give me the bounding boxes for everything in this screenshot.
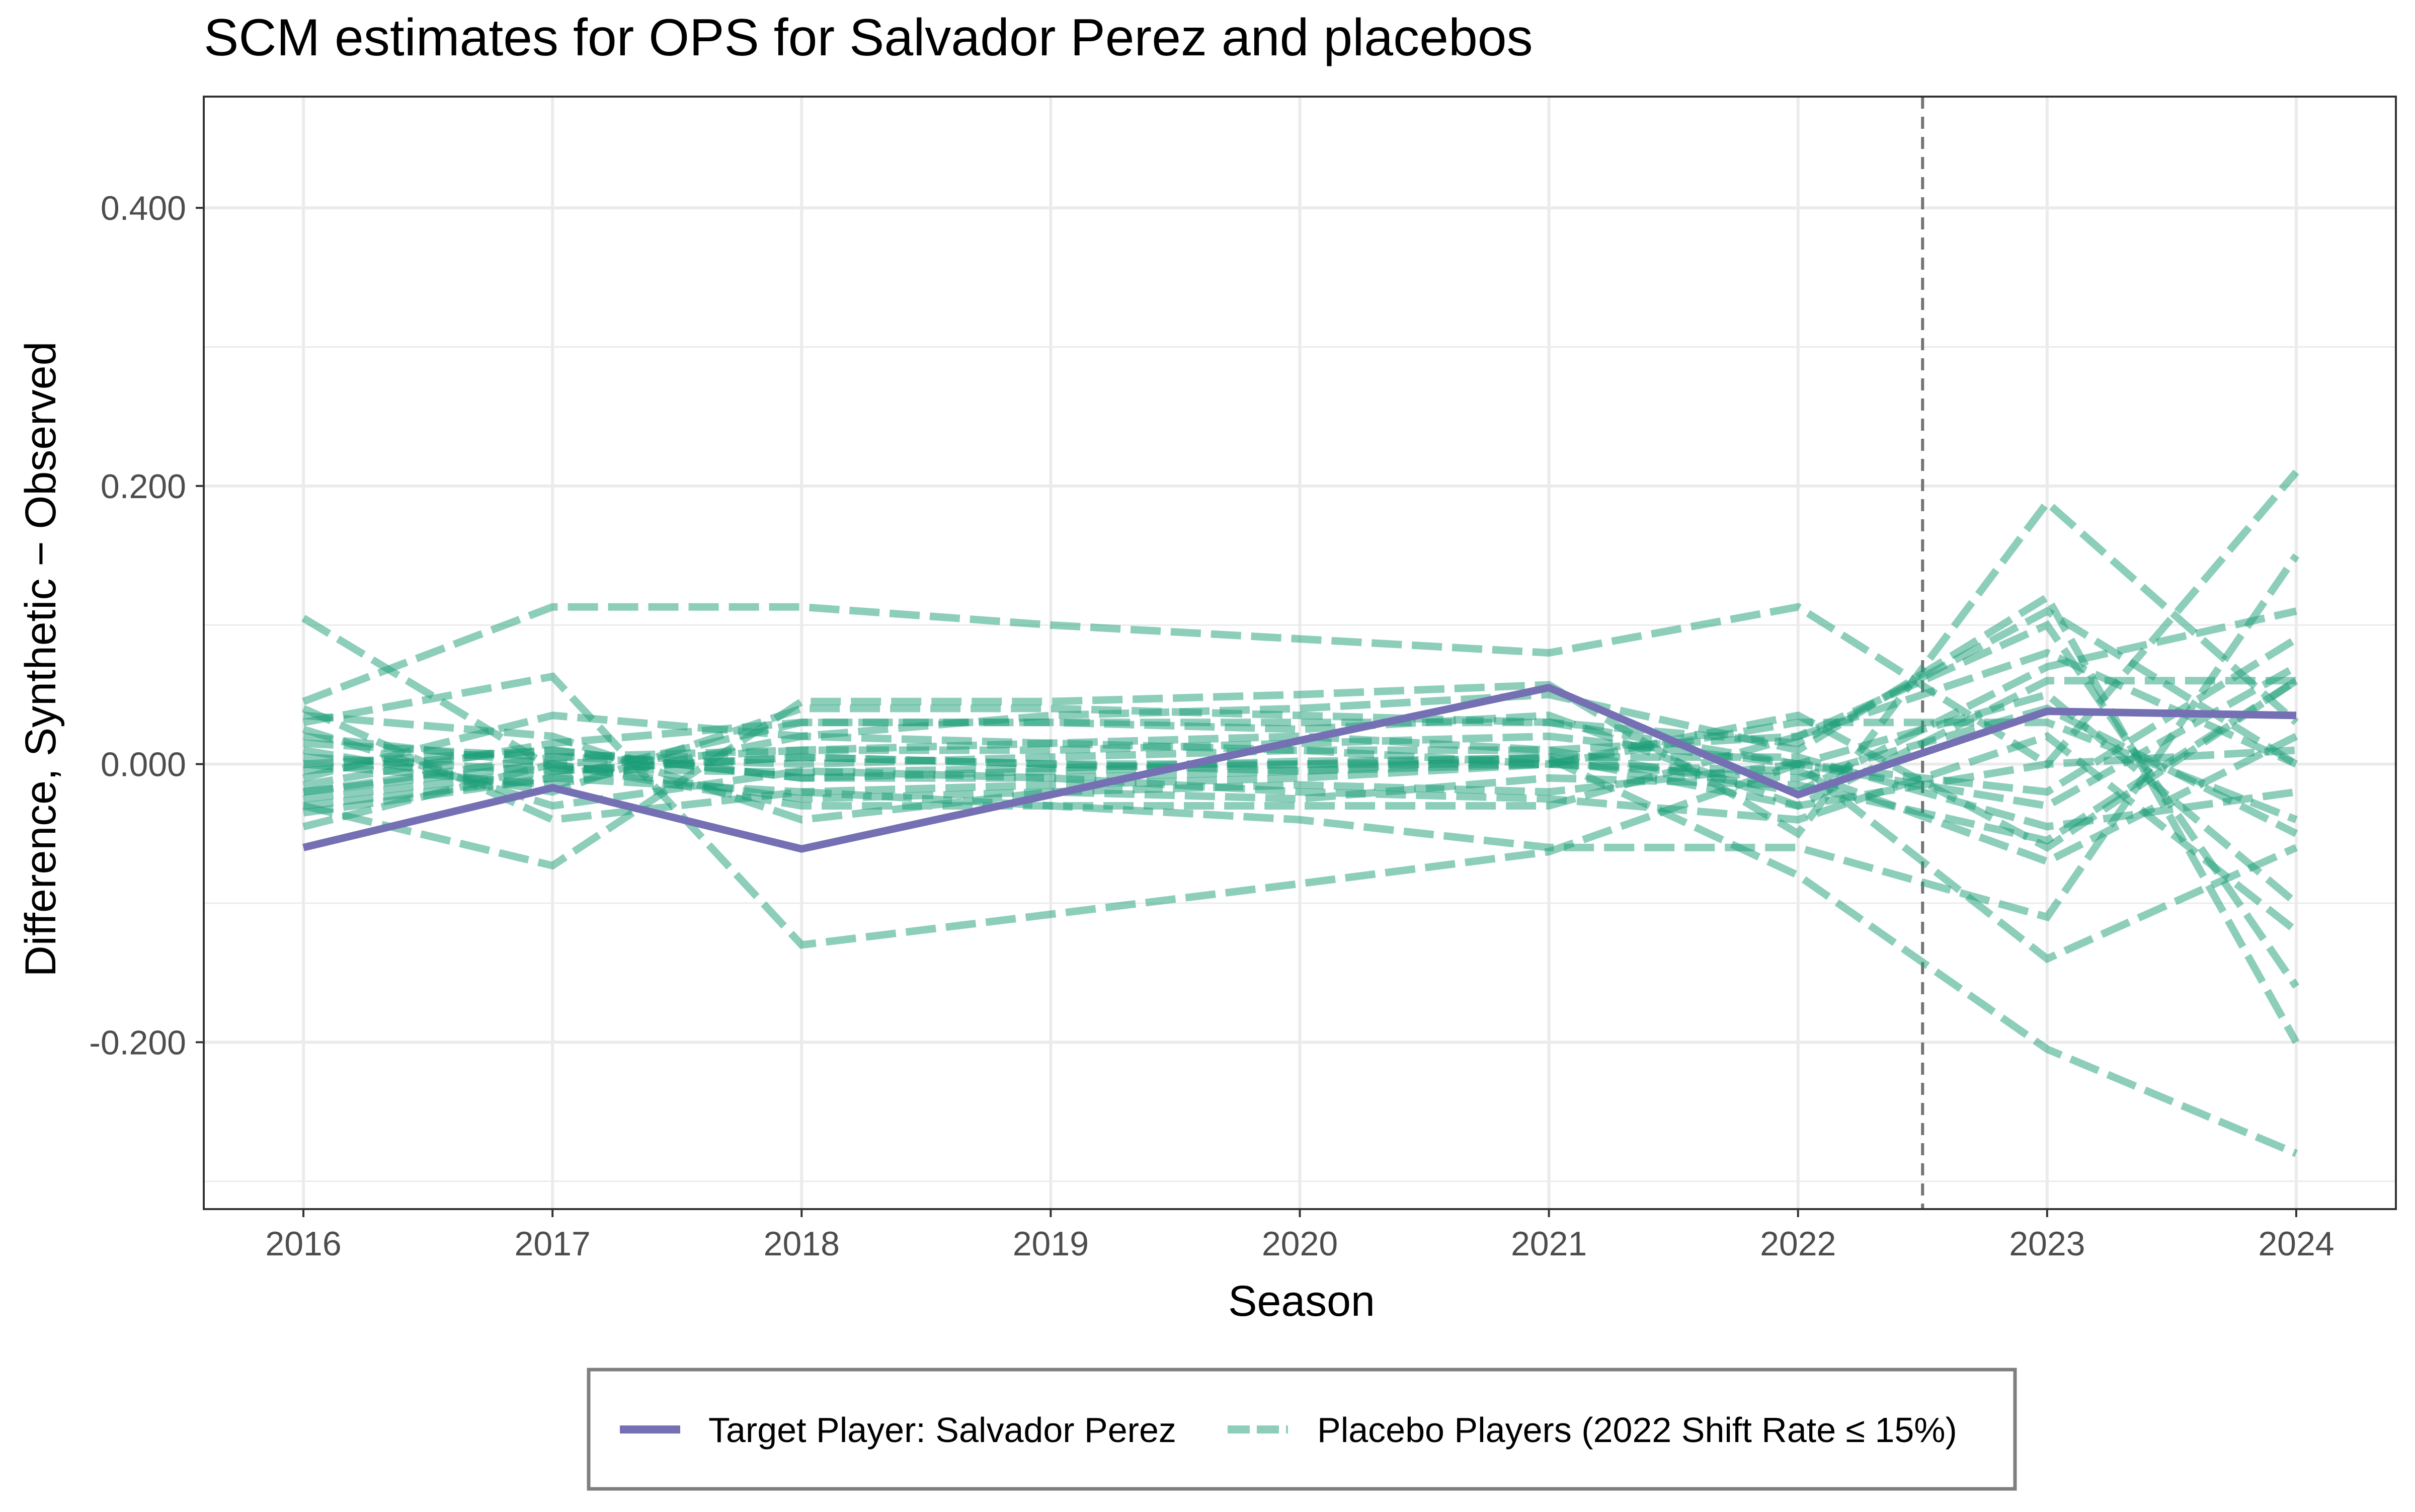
- y-axis-label: Difference, Synthetic − Observed: [17, 342, 65, 977]
- series-line-target: [302, 684, 2297, 853]
- x-tick-label: 2022: [1760, 1225, 1836, 1263]
- y-tick-label: 0.000: [101, 746, 186, 784]
- legend: Target Player: Salvador Perez Placebo Pl…: [587, 1368, 2017, 1491]
- legend-label-target: Target Player: Salvador Perez: [708, 1410, 1176, 1450]
- x-axis-label: Season: [1228, 1277, 1375, 1325]
- x-tick-label: 2017: [515, 1225, 591, 1263]
- series-line-placebo-6: [301, 553, 2300, 922]
- x-tick-label: 2020: [1262, 1225, 1338, 1263]
- x-tick-label: 2024: [2258, 1225, 2334, 1263]
- series-line-placebo-5: [302, 592, 2300, 1045]
- legend-label-placebo: Placebo Players (2022 Shift Rate ≤ 15%): [1317, 1410, 1957, 1450]
- series-line-placebo-18: [303, 733, 2298, 866]
- series-line-placebo-2: [302, 469, 2299, 769]
- x-tick-label: 2019: [1013, 1225, 1089, 1263]
- legend-frame: [587, 1368, 2017, 1491]
- series-line-placebo-20: [303, 677, 2299, 845]
- chart-title: SCM estimates for OPS for Salvador Perez…: [204, 9, 1533, 67]
- series-line-placebo-22: [303, 746, 2297, 810]
- y-tick-label: 0.400: [101, 189, 186, 227]
- y-tick-label: -0.200: [89, 1023, 186, 1062]
- x-tick-label: 2023: [2009, 1225, 2085, 1263]
- series-line-placebo-4: [302, 497, 2299, 870]
- y-tick-label: 0.200: [101, 467, 186, 506]
- series-line-placebo-21: [303, 719, 2298, 824]
- x-tick-label: 2016: [265, 1225, 341, 1263]
- x-tick-label: 2021: [1511, 1225, 1587, 1263]
- x-tick-label: 2018: [764, 1225, 840, 1263]
- plot-area: 0.400 0.200 0.000 -0.200 2016 2017 2018 2019 202…: [89, 96, 2397, 1263]
- series-line-placebo-15: [302, 726, 2299, 934]
- series-line-placebo-19: [303, 649, 2298, 768]
